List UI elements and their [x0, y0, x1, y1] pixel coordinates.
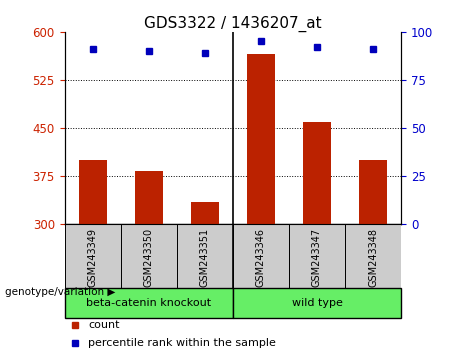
Text: GSM243351: GSM243351 [200, 228, 210, 287]
Bar [121, 224, 177, 289]
Text: beta-catenin knockout: beta-catenin knockout [86, 298, 211, 308]
Bar [233, 224, 289, 289]
Bar [359, 160, 387, 224]
Bar [135, 171, 163, 224]
Text: GSM243350: GSM243350 [144, 228, 154, 287]
Text: GSM243346: GSM243346 [256, 228, 266, 286]
Text: GSM243348: GSM243348 [368, 228, 378, 286]
Bar [233, 289, 401, 318]
Bar [65, 224, 121, 289]
Bar [65, 289, 233, 318]
Text: genotype/variation ▶: genotype/variation ▶ [5, 287, 115, 297]
Bar [247, 54, 275, 224]
Title: GDS3322 / 1436207_at: GDS3322 / 1436207_at [144, 16, 322, 32]
Bar [191, 202, 219, 224]
Bar [345, 224, 401, 289]
Bar [177, 224, 233, 289]
Bar [78, 160, 106, 224]
Text: wild type: wild type [291, 298, 343, 308]
Bar [289, 224, 345, 289]
Text: GSM243349: GSM243349 [88, 228, 98, 286]
Text: count: count [88, 320, 119, 330]
Text: percentile rank within the sample: percentile rank within the sample [88, 338, 276, 348]
Text: GSM243347: GSM243347 [312, 228, 322, 287]
Bar [303, 122, 331, 224]
